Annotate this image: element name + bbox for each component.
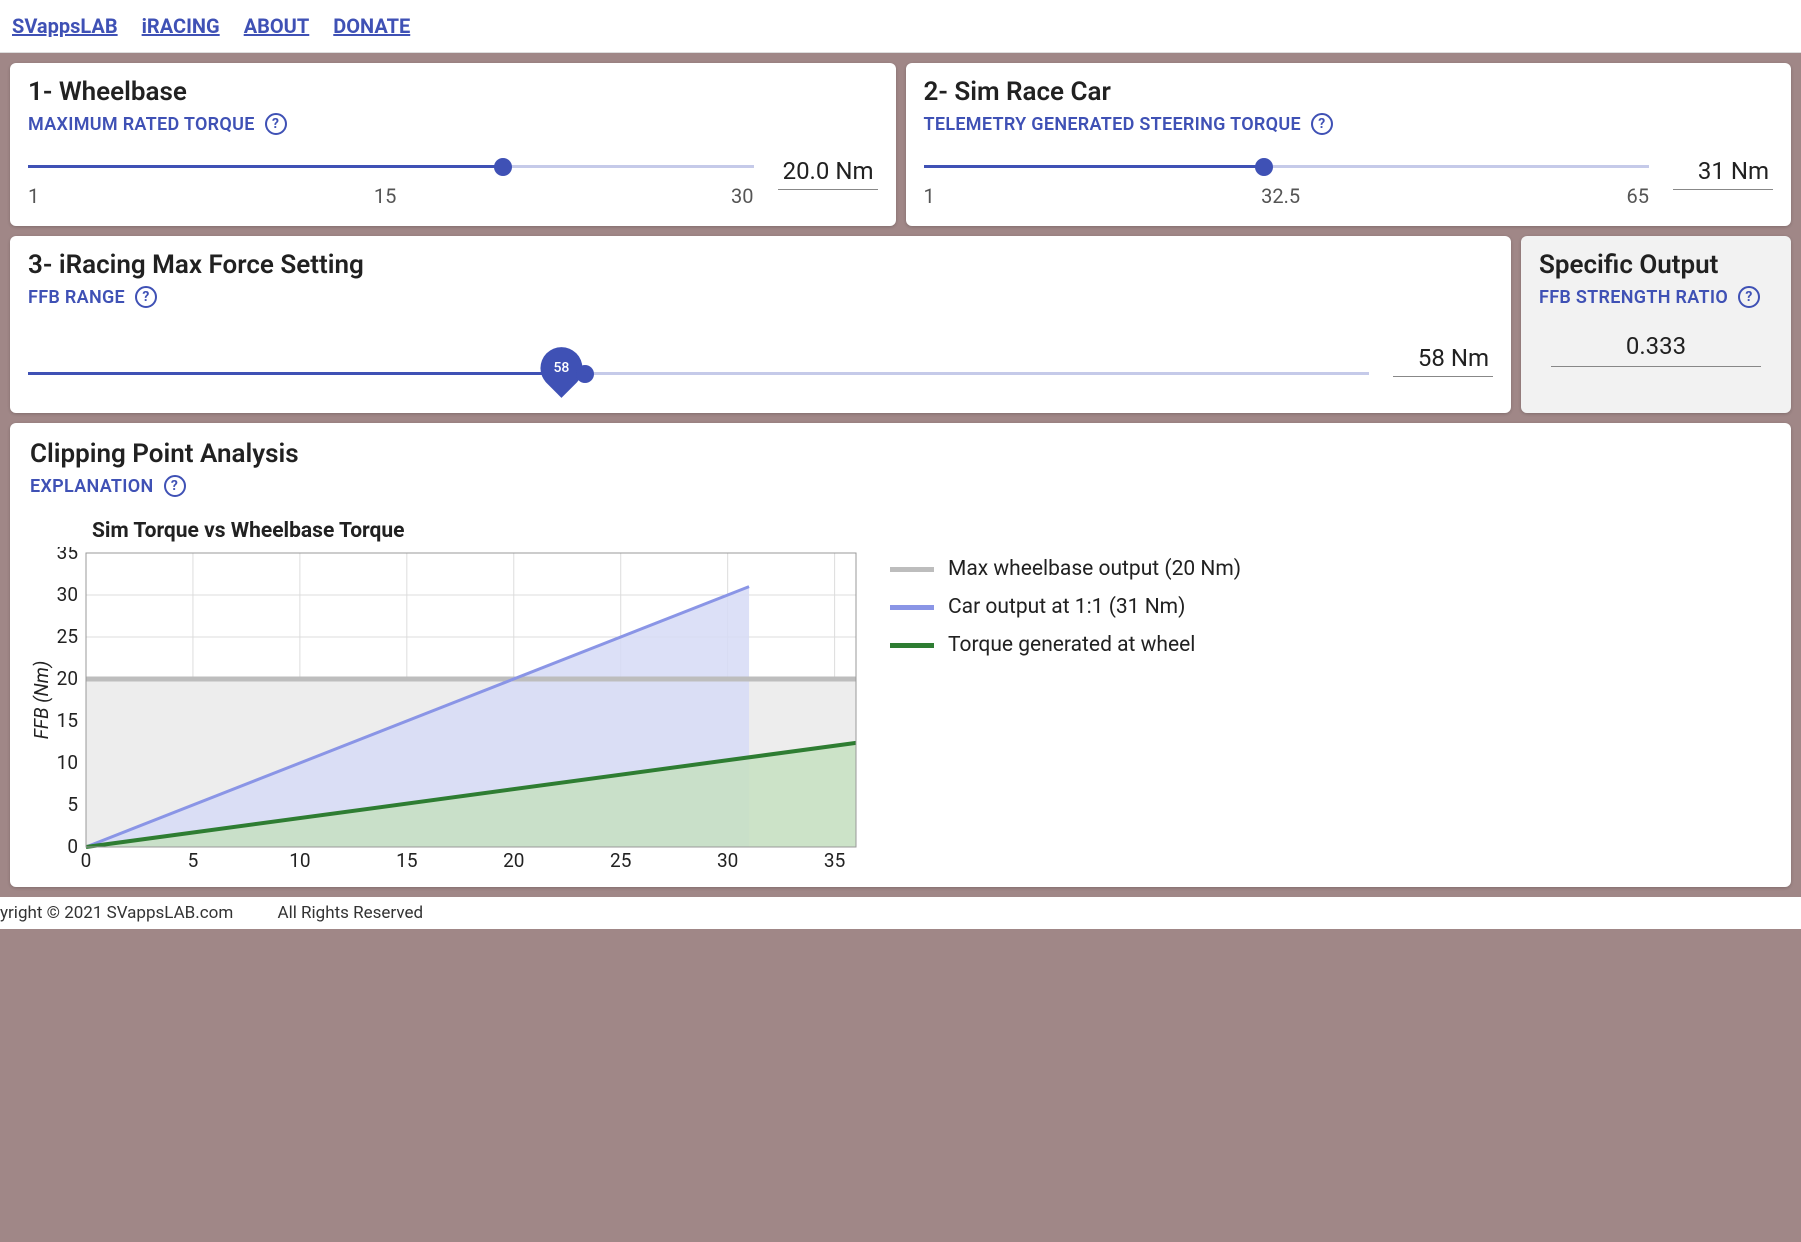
slider-thumb[interactable] bbox=[1255, 158, 1273, 176]
svg-text:30: 30 bbox=[717, 849, 738, 867]
slider-thumb[interactable] bbox=[494, 158, 512, 176]
panel-sim-car: 2- Sim Race Car TELEMETRY GENERATED STEE… bbox=[906, 63, 1792, 226]
panel-sublabel: FFB STRENGTH RATIO ? bbox=[1539, 286, 1773, 308]
chart-plot: 0 5 10 15 20 25 30 35 0 5 10 15 20 25 30 35 FFB (Nm) bbox=[30, 547, 860, 871]
help-icon[interactable]: ? bbox=[265, 113, 287, 135]
nav-link-about[interactable]: ABOUT bbox=[244, 14, 310, 38]
slider-thumb[interactable] bbox=[576, 365, 594, 383]
svg-text:15: 15 bbox=[396, 849, 417, 867]
footer: yright © 2021 SVappsLAB.com All Rights R… bbox=[0, 897, 1801, 929]
footer-copyright: yright © 2021 SVappsLAB.com bbox=[0, 903, 233, 923]
svg-text:10: 10 bbox=[57, 751, 78, 774]
svg-text:20: 20 bbox=[57, 667, 78, 690]
panel-maxforce: 3- iRacing Max Force Setting FFB RANGE ?… bbox=[10, 236, 1511, 413]
chart-title: Sim Torque vs Wheelbase Torque bbox=[92, 519, 1771, 543]
legend-swatch bbox=[890, 643, 934, 648]
legend-label: Torque generated at wheel bbox=[948, 633, 1195, 657]
panel-sublabel: MAXIMUM RATED TORQUE ? bbox=[28, 113, 878, 135]
svg-text:15: 15 bbox=[57, 709, 78, 732]
help-icon[interactable]: ? bbox=[1738, 286, 1760, 308]
tick-max: 65 bbox=[1627, 184, 1649, 208]
maxforce-slider[interactable]: 58 bbox=[28, 372, 1369, 375]
legend-item-car: Car output at 1:1 (31 Nm) bbox=[890, 595, 1771, 619]
simcar-value[interactable]: 31 Nm bbox=[1673, 157, 1773, 190]
svg-text:35: 35 bbox=[824, 849, 845, 867]
panel-chart: Clipping Point Analysis EXPLANATION ? Si… bbox=[10, 423, 1791, 887]
tick-mid: 32.5 bbox=[1261, 184, 1300, 208]
tick-max: 30 bbox=[731, 184, 753, 208]
svg-text:5: 5 bbox=[188, 849, 199, 867]
simcar-slider[interactable]: 1 32.5 65 bbox=[924, 165, 1650, 208]
svg-text:10: 10 bbox=[289, 849, 310, 867]
svg-text:0: 0 bbox=[67, 835, 78, 858]
footer-rights: All Rights Reserved bbox=[277, 903, 423, 923]
wheelbase-value[interactable]: 20.0 Nm bbox=[778, 157, 878, 190]
legend-swatch bbox=[890, 567, 934, 572]
sublabel-text: FFB RANGE bbox=[28, 287, 125, 308]
output-value: 0.333 bbox=[1551, 332, 1761, 367]
sublabel-text: MAXIMUM RATED TORQUE bbox=[28, 114, 255, 135]
tick-min: 1 bbox=[28, 184, 39, 208]
row-1: 1- Wheelbase MAXIMUM RATED TORQUE ? 1 15… bbox=[0, 53, 1801, 236]
nav-link-svappslab[interactable]: SVappsLAB bbox=[12, 14, 118, 38]
panel-title: 1- Wheelbase bbox=[28, 77, 878, 107]
chart-card-sub: EXPLANATION ? bbox=[30, 475, 1771, 497]
panel-output: Specific Output FFB STRENGTH RATIO ? 0.3… bbox=[1521, 236, 1791, 413]
sublabel-text: TELEMETRY GENERATED STEERING TORQUE bbox=[924, 114, 1301, 135]
legend-label: Max wheelbase output (20 Nm) bbox=[948, 557, 1241, 581]
help-icon[interactable]: ? bbox=[135, 286, 157, 308]
nav-link-iracing[interactable]: iRACING bbox=[142, 14, 220, 38]
panel-title: 2- Sim Race Car bbox=[924, 77, 1774, 107]
top-nav: SVappsLAB iRACING ABOUT DONATE bbox=[0, 0, 1801, 53]
svg-text:25: 25 bbox=[57, 625, 78, 648]
sublabel-text: FFB STRENGTH RATIO bbox=[1539, 287, 1728, 308]
svg-text:30: 30 bbox=[57, 583, 78, 606]
help-icon[interactable]: ? bbox=[1311, 113, 1333, 135]
panel-sublabel: FFB RANGE ? bbox=[28, 286, 1493, 308]
svg-text:20: 20 bbox=[503, 849, 524, 867]
help-icon[interactable]: ? bbox=[164, 475, 186, 497]
svg-text:35: 35 bbox=[57, 547, 78, 564]
wheelbase-slider[interactable]: 1 15 30 bbox=[28, 165, 754, 208]
panel-sublabel: TELEMETRY GENERATED STEERING TORQUE ? bbox=[924, 113, 1774, 135]
tick-mid: 15 bbox=[374, 184, 396, 208]
chart-card-title: Clipping Point Analysis bbox=[30, 439, 1771, 469]
row-2: 3- iRacing Max Force Setting FFB RANGE ?… bbox=[0, 236, 1801, 423]
panel-wheelbase: 1- Wheelbase MAXIMUM RATED TORQUE ? 1 15… bbox=[10, 63, 896, 226]
legend-swatch bbox=[890, 605, 934, 610]
sublabel-text: EXPLANATION bbox=[30, 476, 154, 497]
svg-text:FFB (Nm): FFB (Nm) bbox=[30, 661, 53, 740]
panel-title: Specific Output bbox=[1539, 250, 1773, 280]
svg-text:5: 5 bbox=[67, 793, 78, 816]
legend-item-torque: Torque generated at wheel bbox=[890, 633, 1771, 657]
legend-label: Car output at 1:1 (31 Nm) bbox=[948, 595, 1185, 619]
nav-link-donate[interactable]: DONATE bbox=[333, 14, 410, 38]
svg-text:25: 25 bbox=[610, 849, 631, 867]
maxforce-value[interactable]: 58 Nm bbox=[1393, 344, 1493, 377]
chart-legend: Max wheelbase output (20 Nm) Car output … bbox=[890, 547, 1771, 871]
panel-title: 3- iRacing Max Force Setting bbox=[28, 250, 1493, 280]
legend-item-maxwheel: Max wheelbase output (20 Nm) bbox=[890, 557, 1771, 581]
chart-svg: 0 5 10 15 20 25 30 35 0 5 10 15 20 25 30 35 FFB (Nm) bbox=[30, 547, 860, 867]
svg-text:0: 0 bbox=[81, 849, 92, 867]
tick-min: 1 bbox=[924, 184, 935, 208]
